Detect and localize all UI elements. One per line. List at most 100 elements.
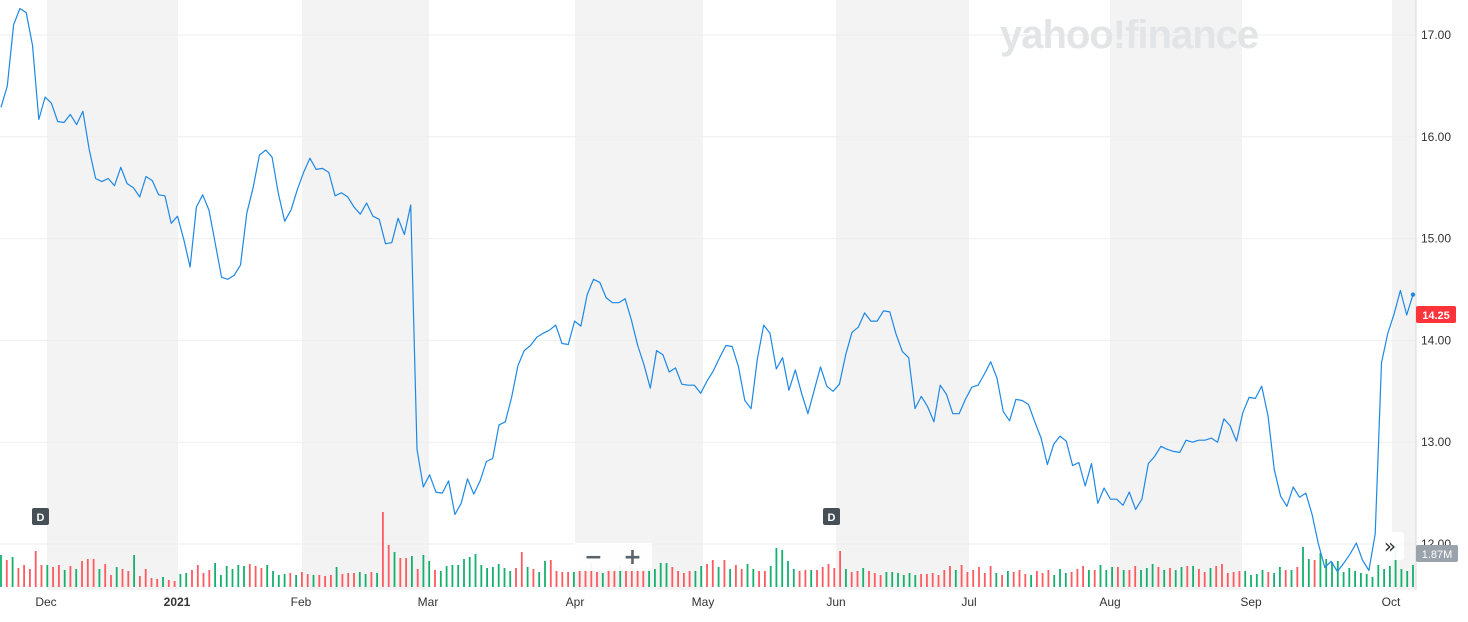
volume-bar <box>231 569 234 587</box>
volume-bar <box>1030 575 1032 587</box>
dividend-marker[interactable]: D <box>823 508 840 525</box>
yahoo-finance-watermark: yahoo!finance <box>1000 13 1258 57</box>
volume-bar <box>335 567 338 587</box>
volume-bar <box>173 581 176 587</box>
volume-bar <box>561 572 564 587</box>
dividend-marker-label: D <box>37 512 45 524</box>
volume-bar <box>601 573 604 587</box>
volume-bar <box>1122 570 1125 587</box>
volume-bar <box>1354 571 1356 587</box>
volume-bar <box>1313 560 1316 587</box>
volume-bar <box>11 557 14 587</box>
volume-bar <box>1059 569 1061 587</box>
volume-bar <box>121 569 124 587</box>
volume-bar <box>885 572 888 587</box>
volume-bar <box>659 563 662 587</box>
volume-bar <box>781 550 784 587</box>
volume-bar <box>63 570 66 587</box>
volume-bar <box>1053 575 1056 587</box>
x-axis-ticks: Dec 2021 Feb Mar Apr May Jun Jul Aug Sep Oct <box>35 595 1401 609</box>
volume-bar <box>891 572 894 587</box>
zoom-in-button[interactable]: + <box>623 544 642 570</box>
volume-bar <box>1064 573 1067 587</box>
month-bands <box>47 0 1416 590</box>
volume-bar <box>625 570 627 587</box>
volume-bar <box>723 560 726 587</box>
volume-bar <box>486 568 488 587</box>
volume-bar <box>978 567 980 587</box>
volume-bar <box>191 570 193 587</box>
dividend-marker[interactable]: D <box>32 508 49 525</box>
volume-bar <box>636 570 639 587</box>
volume-bar <box>5 560 8 587</box>
volume-bar <box>243 566 245 587</box>
volume-bar <box>364 574 367 587</box>
volume-bar <box>393 552 396 587</box>
volume-bar <box>983 573 986 587</box>
volume-bar <box>902 575 905 587</box>
price-badge-bg <box>1416 306 1456 323</box>
volume-bar <box>468 557 471 587</box>
volume-bars <box>0 512 1414 587</box>
y-tick-label: 13.00 <box>1421 435 1451 449</box>
volume-bar <box>630 567 633 587</box>
volume-bar <box>520 552 523 587</box>
volume-bar <box>1209 568 1212 587</box>
volume-bar <box>648 569 650 587</box>
month-band <box>302 0 429 590</box>
volume-bar <box>324 576 326 587</box>
volume-bar <box>17 568 20 587</box>
volume-bar <box>943 570 946 587</box>
volume-bar <box>1198 569 1200 587</box>
x-tick-label: Dec <box>35 595 56 609</box>
volume-bar <box>428 561 431 587</box>
volume-bar <box>1255 574 1258 587</box>
expand-chart-button[interactable]: » <box>1376 532 1404 560</box>
volume-bar <box>104 564 107 587</box>
volume-bar <box>677 571 679 587</box>
volume-bar <box>1261 570 1264 587</box>
volume-bar <box>52 567 54 587</box>
volume-bar <box>399 558 402 587</box>
volume-bar <box>445 566 448 587</box>
volume-bar <box>283 574 286 587</box>
y-tick-label: 15.00 <box>1421 232 1451 246</box>
volume-bar <box>850 572 853 587</box>
month-band <box>836 0 969 590</box>
y-tick-label: 16.00 <box>1421 130 1451 144</box>
zoom-out-button[interactable]: − <box>584 544 603 570</box>
volume-bar <box>1279 567 1281 587</box>
volume-bar <box>144 569 147 587</box>
volume-bar <box>792 569 795 587</box>
volume-bar <box>289 573 292 587</box>
volume-bar <box>295 575 297 587</box>
volume-bar <box>804 570 807 587</box>
volume-bar <box>110 575 112 587</box>
price-line <box>0 7 1414 573</box>
volume-bar <box>1093 570 1096 587</box>
volume-bar <box>150 578 153 587</box>
volume-bar <box>1238 571 1241 587</box>
volume-bar <box>787 561 789 587</box>
volume-bar <box>1001 575 1003 587</box>
volume-bar <box>1406 571 1409 587</box>
volume-bar <box>914 575 917 587</box>
volume-bar <box>671 567 674 587</box>
volume-bar <box>1331 562 1333 587</box>
volume-bar <box>1128 570 1131 587</box>
volume-bar <box>1070 572 1073 587</box>
volume-bar <box>1232 572 1235 587</box>
volume-bar <box>584 570 587 587</box>
volume-bar <box>1082 566 1084 587</box>
volume-bar <box>1018 570 1021 587</box>
volume-bar <box>995 573 998 587</box>
dividend-marker-label: D <box>828 512 836 524</box>
volume-bar <box>492 567 494 587</box>
volume-bar <box>926 574 928 587</box>
volume-bar <box>1157 567 1160 587</box>
x-tick-label: Feb <box>291 595 312 609</box>
volume-bar <box>706 564 708 587</box>
volume-bar <box>839 551 841 587</box>
y-tick-label: 17.00 <box>1421 28 1451 42</box>
